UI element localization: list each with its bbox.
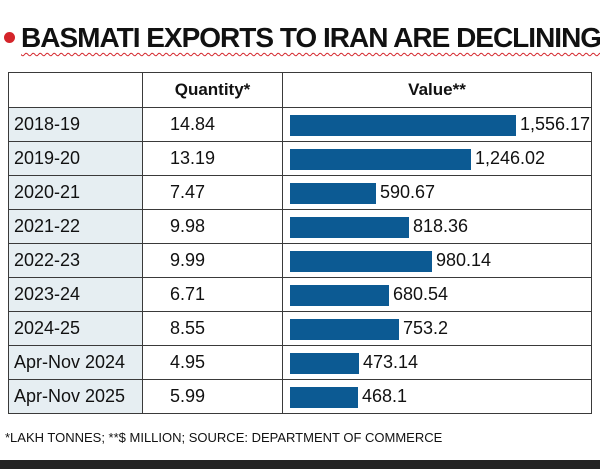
- header-blank: [8, 72, 143, 108]
- value-label: 473.14: [363, 352, 419, 372]
- bar-track: 680.54: [283, 278, 591, 311]
- table-body: 2018-19 14.84 1,556.17 2019-20 13.19 1,246.02…: [8, 107, 592, 414]
- value-bar: [290, 149, 471, 170]
- bar-track: 818.36: [283, 210, 591, 243]
- year-cell: 2020-21: [8, 175, 143, 210]
- bar-track: 1,246.02: [283, 142, 591, 175]
- table-row: 2023-24 6.71 680.54: [8, 277, 592, 312]
- bar-track: 590.67: [283, 176, 591, 209]
- quantity-cell: 6.71: [142, 277, 283, 312]
- value-cell: 680.54: [282, 277, 592, 312]
- header-row: Quantity* Value**: [8, 72, 592, 108]
- year-cell: Apr-Nov 2025: [8, 379, 143, 414]
- value-cell: 1,556.17: [282, 107, 592, 142]
- value-bar: [290, 387, 358, 408]
- bar-track: 468.1: [283, 380, 591, 413]
- year-cell: 2022-23: [8, 243, 143, 278]
- table-row: 2021-22 9.98 818.36: [8, 209, 592, 244]
- value-label: 1,246.02: [475, 148, 546, 168]
- value-cell: 468.1: [282, 379, 592, 414]
- quantity-cell: 4.95: [142, 345, 283, 380]
- header-quantity: Quantity*: [142, 72, 283, 108]
- value-cell: 590.67: [282, 175, 592, 210]
- year-cell: 2019-20: [8, 141, 143, 176]
- year-cell: 2021-22: [8, 209, 143, 244]
- value-cell: 753.2: [282, 311, 592, 346]
- exports-table: Quantity* Value** 2018-19 14.84 1,556.17 20…: [8, 72, 592, 414]
- table-row: 2018-19 14.84 1,556.17: [8, 107, 592, 142]
- quantity-cell: 5.99: [142, 379, 283, 414]
- value-label: 1,556.17: [520, 114, 591, 134]
- quantity-cell: 8.55: [142, 311, 283, 346]
- value-label: 980.14: [436, 250, 492, 270]
- value-cell: 818.36: [282, 209, 592, 244]
- header-value: Value**: [282, 72, 592, 108]
- value-label: 590.67: [380, 182, 436, 202]
- value-bar: [290, 115, 516, 136]
- table-row: 2019-20 13.19 1,246.02: [8, 141, 592, 176]
- value-bar: [290, 183, 376, 204]
- quantity-cell: 9.99: [142, 243, 283, 278]
- table-row: Apr-Nov 2024 4.95 473.14: [8, 345, 592, 380]
- value-bar: [290, 251, 432, 272]
- title-text: BASMATI EXPORTS TO IRAN ARE DECLINING: [21, 22, 600, 53]
- bar-track: 753.2: [283, 312, 591, 345]
- year-cell: 2024-25: [8, 311, 143, 346]
- value-label: 753.2: [403, 318, 449, 338]
- quantity-cell: 9.98: [142, 209, 283, 244]
- table-row: 2020-21 7.47 590.67: [8, 175, 592, 210]
- year-cell: 2023-24: [8, 277, 143, 312]
- value-bar: [290, 285, 389, 306]
- quantity-cell: 14.84: [142, 107, 283, 142]
- year-cell: Apr-Nov 2024: [8, 345, 143, 380]
- value-label: 818.36: [413, 216, 469, 236]
- value-label: 468.1: [362, 386, 408, 406]
- value-bar: [290, 217, 409, 238]
- table-row: Apr-Nov 2025 5.99 468.1: [8, 379, 592, 414]
- table-row: 2022-23 9.99 980.14: [8, 243, 592, 278]
- value-cell: 1,246.02: [282, 141, 592, 176]
- value-bar: [290, 353, 359, 374]
- bar-track: 980.14: [283, 244, 591, 277]
- value-cell: 980.14: [282, 243, 592, 278]
- value-label: 680.54: [393, 284, 449, 304]
- source-note: *LAKH TONNES; **$ MILLION; SOURCE: DEPAR…: [5, 430, 443, 445]
- value-bar: [290, 319, 399, 340]
- value-cell: 473.14: [282, 345, 592, 380]
- table-row: 2024-25 8.55 753.2: [8, 311, 592, 346]
- quantity-cell: 13.19: [142, 141, 283, 176]
- year-cell: 2018-19: [8, 107, 143, 142]
- quantity-cell: 7.47: [142, 175, 283, 210]
- bottom-rule: [0, 460, 600, 469]
- bar-track: 473.14: [283, 346, 591, 379]
- chart-title: BASMATI EXPORTS TO IRAN ARE DECLINING: [4, 22, 600, 54]
- bar-track: 1,556.17: [283, 108, 591, 141]
- bullet-dot-icon: [4, 32, 15, 44]
